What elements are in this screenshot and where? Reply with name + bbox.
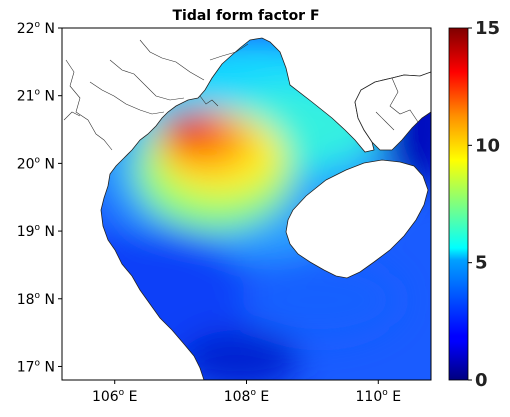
lon-tick-label: 108o E	[224, 388, 270, 405]
lat-tick-label: 21o N	[17, 88, 55, 105]
colorbar-tick-label: 15	[475, 18, 500, 39]
latitude-axis: 22o N 21o N 20o N 19o N 18o N 17o N	[17, 20, 62, 375]
leizhou-peninsula	[354, 71, 431, 151]
lat-tick-label: 22o N	[17, 20, 55, 37]
colorbar-tick-label: 5	[475, 253, 488, 274]
coast-borders	[63, 39, 419, 151]
lat-tick-label: 17o N	[17, 358, 55, 375]
map-title: Tidal form factor F	[172, 8, 319, 24]
colorbar: 0 5 10 15	[448, 18, 500, 391]
longitude-axis: 106o E 108o E 110o E	[92, 380, 401, 405]
colorbar-tick-label: 0	[475, 370, 488, 391]
lon-tick-label: 106o E	[92, 388, 138, 405]
lat-tick-label: 19o N	[17, 223, 55, 240]
lat-tick-label: 20o N	[17, 155, 55, 172]
hainan-island	[285, 159, 429, 279]
colorbar-scale	[448, 27, 469, 381]
plot-area	[62, 28, 431, 380]
colorbar-tick-label: 10	[475, 135, 500, 156]
lon-tick-label: 110o E	[356, 388, 402, 405]
land-masks	[62, 28, 431, 380]
lat-tick-label: 18o N	[17, 291, 55, 308]
